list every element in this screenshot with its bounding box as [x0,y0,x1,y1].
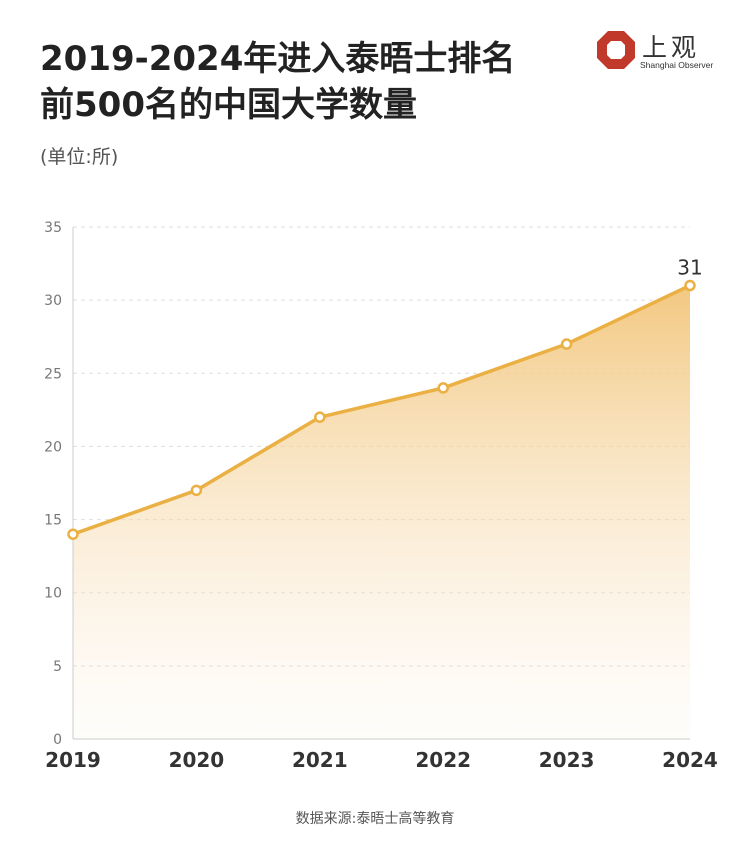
x-tick-label-2022: 2022 [415,748,471,772]
area-fill [73,285,690,739]
y-tick-label-10: 10 [44,586,62,602]
logo-text-en: Shanghai Observer [640,60,714,70]
axes [72,227,690,740]
data-point-2020 [190,484,203,497]
data-point-2023 [560,338,573,350]
y-tick-label-20: 20 [44,439,62,455]
y-tick-label-35: 35 [44,220,62,236]
chart-title-line-2: 前500名的中国大学数量 [40,85,417,125]
chart-title: 2019-2024年进入泰晤士排名 前500名的中国大学数量 [40,36,515,128]
y-tick-label-0: 0 [53,732,62,748]
data-labels: 31 [677,256,702,280]
x-tick-label-2024: 2024 [662,748,718,772]
logo-text-cn: 上观 [642,33,701,62]
shanghai-observer-logo-icon [597,31,635,69]
chart-title-line-1: 2019-2024年进入泰晤士排名 [40,39,516,79]
series-line [71,283,692,536]
unit-label: (单位:所) [40,146,119,168]
data-source: 数据来源:泰晤士高等教育 [295,811,455,827]
data-point-2021 [314,411,326,423]
data-points [67,279,696,540]
y-tick-label-5: 5 [53,659,62,675]
x-tick-label-2021: 2021 [292,748,348,772]
y-tick-label-15: 15 [44,513,62,529]
data-point-2022 [437,382,449,394]
x-tick-labels: 2019 2020 2021 2022 2023 2024 [45,748,718,772]
y-tick-label-30: 30 [44,293,62,309]
series-line-layer [71,283,692,536]
shanghai-observer-logo: 上观 Shanghai Observer [596,30,716,74]
x-tick-label-2019: 2019 [45,748,101,772]
data-label-2024: 31 [677,256,702,280]
x-tick-label-2023: 2023 [539,748,595,772]
area-fill-layer [73,285,690,739]
y-tick-labels: 0 5 10 15 20 25 30 35 [44,220,62,748]
x-tick-label-2020: 2020 [169,748,225,772]
data-point-2024 [684,279,696,292]
y-tick-label-25: 25 [44,366,62,382]
data-point-2019 [67,528,79,540]
